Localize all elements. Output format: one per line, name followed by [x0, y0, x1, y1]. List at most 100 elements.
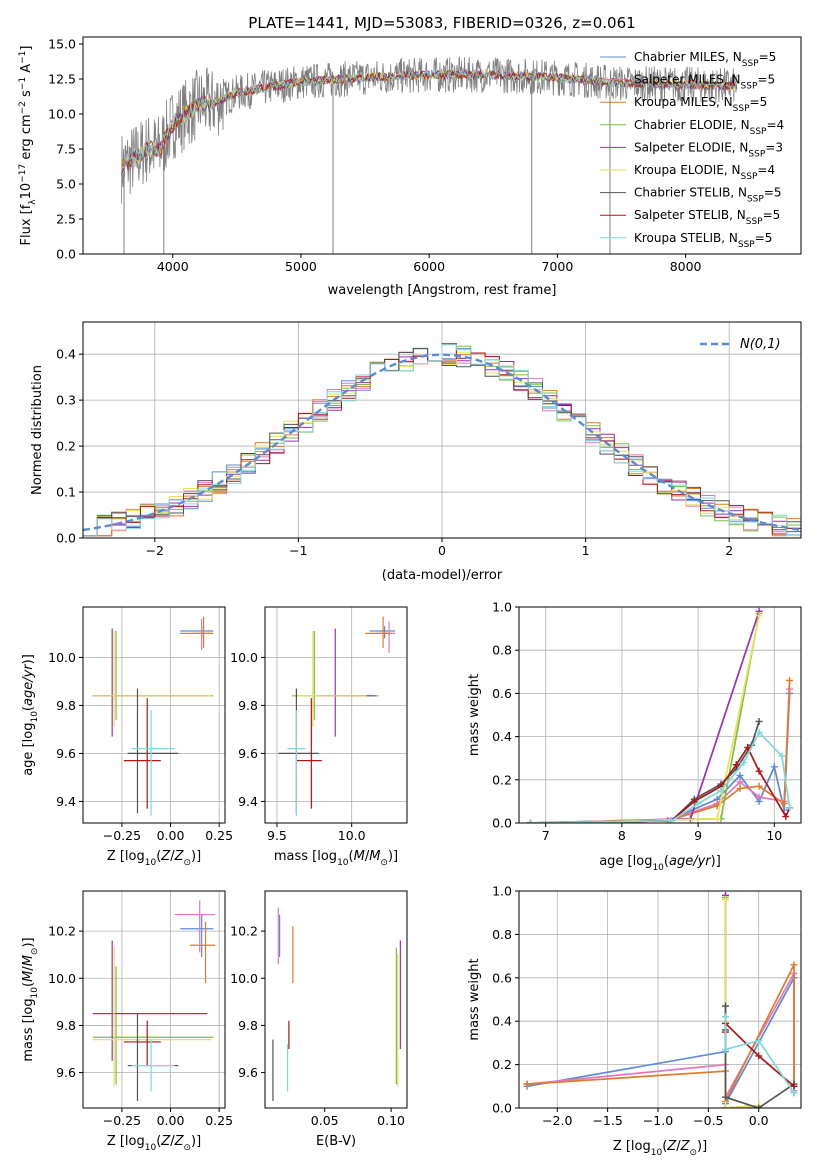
weight-marker — [755, 782, 763, 790]
x-tick-label: 9 — [694, 828, 702, 843]
figure-title: PLATE=1441, MJD=53083, FIBERID=0326, z=0… — [248, 14, 635, 32]
y-tick-label: 10.2 — [48, 924, 76, 939]
x-tick-label: 0 — [438, 543, 446, 558]
label-part: ⊙ — [380, 858, 388, 868]
label-part: 10 — [145, 858, 157, 868]
legend-entry: Salpeter ELODIE, NSSP=3 — [634, 140, 783, 159]
label-part: ( — [21, 982, 36, 987]
plot-marks — [121, 56, 738, 254]
y-tick-label: 9.4 — [238, 794, 258, 809]
label-part: Z [log — [613, 1139, 651, 1154]
label-part: Z — [174, 849, 185, 864]
legend-entry: Kroupa ELODIE, NSSP=4 — [634, 163, 775, 182]
x-tick-label: −1.5 — [592, 1113, 622, 1128]
label-part: ] — [19, 46, 34, 51]
weight-marker — [721, 1104, 729, 1108]
x-axis-label: Z [log10(Z/Z⊙)] — [613, 1139, 707, 1158]
label-part: =4 — [766, 118, 784, 132]
y-axis-label: Normed distribution — [30, 365, 45, 495]
weight-marker — [736, 784, 744, 792]
label-part: −2 — [18, 101, 28, 114]
errorbar-point-kroupa_miles — [180, 616, 214, 648]
weight-marker — [790, 961, 798, 969]
y-tick-label: 9.6 — [56, 1065, 76, 1080]
x-axis-label: (data-model)/error — [382, 568, 503, 583]
y-tick-label: 1.0 — [492, 884, 512, 899]
weight-marker — [770, 763, 778, 771]
errorbar-point-chabrier_miles — [180, 914, 214, 958]
plot-area — [265, 607, 407, 823]
weight-marker — [523, 1080, 531, 1088]
label-part: / — [676, 1139, 681, 1154]
plot-marks — [526, 607, 794, 823]
y-tick-label: 9.6 — [56, 746, 76, 761]
plot-marks — [523, 891, 798, 1108]
errorbar-point-chabrier_elodie — [92, 966, 214, 1085]
weight-marker — [694, 800, 702, 808]
y-tick-label: 15.0 — [48, 37, 76, 52]
label-part: SSP — [750, 127, 767, 137]
legend-entry: Chabrier STELIB, NSSP=5 — [634, 186, 782, 205]
weight-marker — [778, 752, 786, 760]
y-tick-label: 0.4 — [56, 347, 76, 362]
label-part: −17 — [18, 164, 28, 183]
errorbar-point-kroupa_elodie — [92, 631, 212, 727]
panels: 4000 5000 6000 7000 80000.02.55.07.510.012.5… — [18, 36, 802, 1158]
label-part: =3 — [765, 140, 783, 154]
panel-weight_vs_age: 7 8 9 10 0.0 0.2 0.4 0.6 0.8 1.0 mass weight age [l… — [467, 600, 802, 873]
weight-marker — [786, 804, 794, 812]
y-tick-label: 0.0 — [492, 816, 512, 831]
y-tick-label: 0.3 — [56, 393, 76, 408]
weight-marker — [755, 728, 763, 736]
weight-marker — [736, 771, 744, 779]
label-part: SSP — [738, 240, 755, 250]
weight-line — [724, 899, 759, 1108]
y-tick-label: 1.0 — [492, 600, 512, 615]
panel-mass_vs_ebv: 0.05 0.10 9.6 9.8 10.0 10.2 E(B-V) — [230, 890, 408, 1149]
axes-frame — [82, 890, 226, 1109]
weight-marker — [721, 1093, 729, 1101]
label-part: SSP — [742, 59, 759, 69]
label-part: Kroupa MILES, N — [634, 95, 733, 109]
panel-age_vs_Z: −0.25 0.00 0.259.49.69.810.0Z [log10(Z/Z⊙)… — [21, 606, 233, 868]
x-axis-label: age [log10(age/yr)] — [599, 854, 721, 873]
weight-marker — [721, 1002, 729, 1010]
y-axis-label: mass [log10(M/M⊙)] — [21, 937, 40, 1061]
label-part: ( — [664, 854, 669, 869]
series-kroupa_stelib — [526, 728, 794, 823]
label-part: A — [19, 64, 34, 77]
y-tick-label: 7.5 — [56, 142, 76, 157]
axes-frame — [264, 606, 408, 824]
label-part: 10 — [652, 863, 664, 873]
y-tick-label: 10.0 — [230, 971, 258, 986]
weight-marker — [755, 1037, 763, 1045]
y-tick-label: 10.0 — [48, 107, 76, 122]
label-part: SSP — [748, 149, 765, 159]
label-part: ( — [156, 1134, 161, 1149]
axes-frame — [518, 890, 802, 1109]
weight-marker — [755, 793, 763, 801]
errorbar-point-salpeter_stelib — [123, 698, 161, 809]
label-part: / — [170, 1134, 175, 1149]
label-part: )] — [388, 849, 398, 864]
y-tick-label: 9.8 — [238, 1018, 258, 1033]
weight-marker — [786, 676, 794, 684]
legend-entry: Kroupa STELIB, NSSP=5 — [634, 231, 772, 250]
label-part: 10 — [651, 1148, 663, 1158]
legend-entry: Salpeter MILES, NSSP=5 — [634, 73, 775, 92]
plot-marks — [92, 900, 216, 1101]
x-axis-label: Z [log10(Z/Z⊙)] — [107, 849, 201, 868]
series-kroupa_stelib — [721, 1013, 798, 1097]
weight-marker — [721, 1013, 729, 1021]
label-part: ( — [662, 1139, 667, 1154]
errorbar-point-salpeter_stelib — [296, 698, 322, 809]
model-line-salpeter_stelib — [121, 69, 737, 176]
x-tick-label: 5000 — [285, 259, 317, 274]
label-part: Chabrier MILES, N — [634, 50, 742, 64]
plot-marks — [83, 343, 801, 537]
errorbar-point-kroupa_elodie — [297, 631, 367, 727]
errorbar-point-kroupa_stelib — [131, 710, 175, 816]
x-tick-label: 0.10 — [377, 1113, 405, 1128]
label-part: =5 — [759, 50, 777, 64]
label-part: ⊙ — [30, 948, 40, 956]
